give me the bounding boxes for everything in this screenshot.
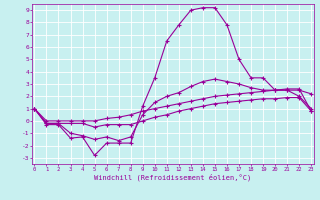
X-axis label: Windchill (Refroidissement éolien,°C): Windchill (Refroidissement éolien,°C) [94,173,252,181]
